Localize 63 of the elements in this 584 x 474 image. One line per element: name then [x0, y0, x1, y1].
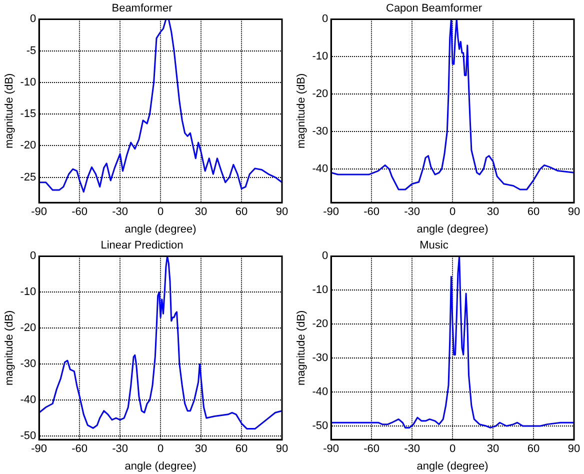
x-tick-label: -90	[323, 443, 340, 456]
y-tick-label: -25	[20, 171, 36, 184]
y-tick-label: -50	[312, 420, 328, 432]
y-tick-label: -10	[312, 50, 328, 63]
y-axis-title: magnitude (dB)	[4, 73, 16, 149]
chart-title: Beamformer	[112, 2, 173, 15]
x-tick-label: -60	[364, 206, 380, 218]
x-axis-title: angle (degree)	[416, 460, 488, 472]
x-tick-label: 90	[276, 206, 288, 218]
x-axis-title: angle (degree)	[124, 223, 196, 236]
y-tick-label: 0	[322, 250, 328, 262]
x-tick-label: -90	[31, 206, 48, 218]
y-tick-label: -20	[20, 140, 36, 152]
y-tick-label: -15	[20, 108, 36, 120]
x-tick-label: -60	[364, 443, 380, 456]
chart-title: Capon Beamformer	[386, 2, 482, 15]
y-tick-label: 0	[30, 13, 36, 26]
x-tick-label: 60	[527, 443, 540, 456]
y-axis-title: magnitude (dB)	[296, 73, 308, 149]
y-tick-label: -20	[20, 322, 36, 334]
x-tick-label: 90	[568, 443, 580, 456]
y-tick-label: -5	[26, 44, 36, 57]
x-tick-label: -60	[72, 443, 88, 456]
x-tick-label: -60	[72, 206, 88, 218]
y-tick-label: -20	[312, 318, 328, 330]
x-tick-label: -30	[404, 206, 420, 218]
y-tick-label: -50	[20, 430, 36, 442]
x-tick-label: -30	[112, 443, 128, 456]
x-tick-label: -30	[404, 443, 420, 456]
x-axis-title: angle (degree)	[124, 460, 196, 472]
x-tick-label: -90	[31, 443, 48, 456]
x-tick-label: 90	[276, 443, 288, 456]
chart-title: Music	[420, 240, 449, 252]
x-tick-label: 0	[157, 443, 164, 456]
x-tick-label: 60	[527, 206, 540, 218]
y-tick-label: -10	[20, 76, 36, 88]
y-axis-title: magnitude (dB)	[4, 310, 16, 386]
x-tick-label: 30	[194, 206, 208, 218]
y-tick-label: -40	[312, 386, 328, 398]
y-axis-title: magnitude (dB)	[296, 310, 308, 386]
y-tick-label: -10	[20, 286, 36, 298]
y-tick-label: -30	[312, 352, 328, 364]
x-tick-label: 0	[157, 206, 164, 218]
x-tick-label: 90	[568, 206, 580, 218]
x-tick-label: -30	[112, 206, 128, 218]
chart-title: Linear Prediction	[100, 240, 184, 252]
x-tick-label: -90	[323, 206, 340, 218]
x-tick-label: 30	[486, 206, 500, 218]
x-tick-label: 0	[449, 206, 456, 218]
y-tick-label: -10	[312, 284, 328, 296]
x-tick-label: 30	[486, 443, 500, 456]
x-tick-label: 0	[449, 443, 456, 456]
y-tick-label: 0	[322, 13, 328, 26]
y-tick-label: -30	[312, 126, 328, 138]
y-tick-label: -40	[312, 162, 328, 175]
y-tick-label: -20	[312, 88, 328, 100]
x-tick-label: 60	[235, 443, 248, 456]
y-tick-label: 0	[30, 250, 36, 262]
y-tick-label: -30	[20, 358, 36, 370]
x-tick-label: 30	[194, 443, 208, 456]
x-axis-title: angle (degree)	[416, 223, 488, 236]
x-tick-label: 60	[235, 206, 248, 218]
y-tick-label: -40	[20, 394, 36, 406]
